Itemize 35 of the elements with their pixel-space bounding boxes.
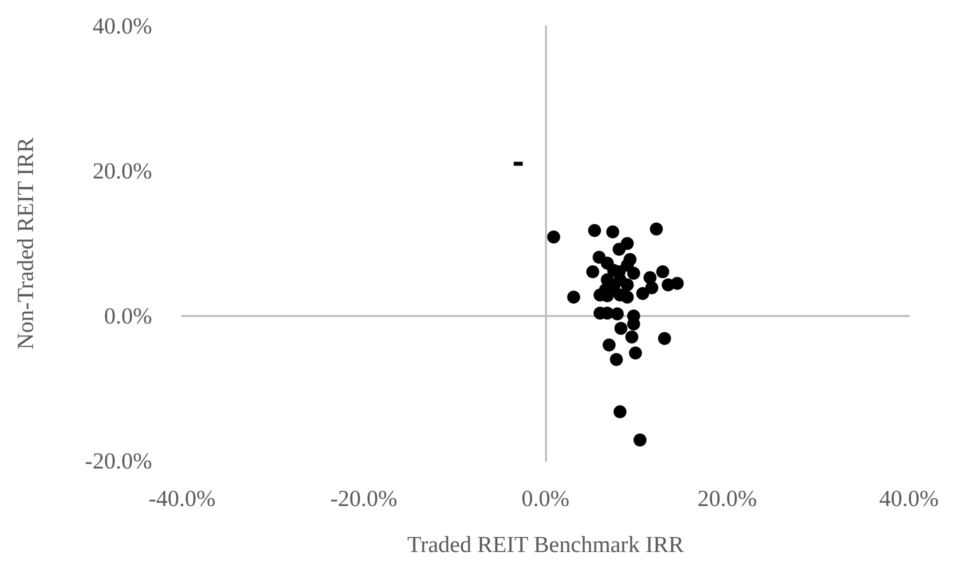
x-tick-label: -20.0% <box>330 486 398 511</box>
point <box>620 278 634 292</box>
point <box>620 258 634 272</box>
point <box>644 271 657 284</box>
y-tick-label: 40.0% <box>92 14 152 38</box>
x-axis-title: Traded REIT Benchmark IRR <box>407 532 684 557</box>
point <box>662 278 675 292</box>
point <box>610 353 623 366</box>
x-tick-label: -40.0% <box>148 486 216 511</box>
point <box>620 290 634 304</box>
point <box>628 346 642 360</box>
y-tick-label: 0.0% <box>104 304 152 328</box>
point <box>636 287 650 300</box>
y-tick-label: -20.0% <box>84 448 152 474</box>
point <box>612 242 626 256</box>
point <box>614 322 628 335</box>
y-tick-label: 20.0% <box>92 158 152 184</box>
point <box>588 224 602 237</box>
point <box>547 230 560 244</box>
point <box>586 265 600 278</box>
point <box>656 265 670 278</box>
point <box>625 330 638 344</box>
point <box>567 290 580 304</box>
x-tick-label: 20.0% <box>698 486 757 511</box>
point <box>614 405 627 418</box>
point <box>645 281 658 294</box>
point <box>602 338 616 352</box>
point <box>610 307 624 320</box>
point <box>650 222 663 236</box>
y-axis-title: Non-Traded REIT IRR <box>13 136 38 350</box>
point <box>606 225 620 238</box>
point <box>634 433 647 446</box>
x-tick-label: 0.0% <box>522 486 570 511</box>
point <box>658 332 672 345</box>
x-tick-label: 40.0% <box>879 486 939 511</box>
